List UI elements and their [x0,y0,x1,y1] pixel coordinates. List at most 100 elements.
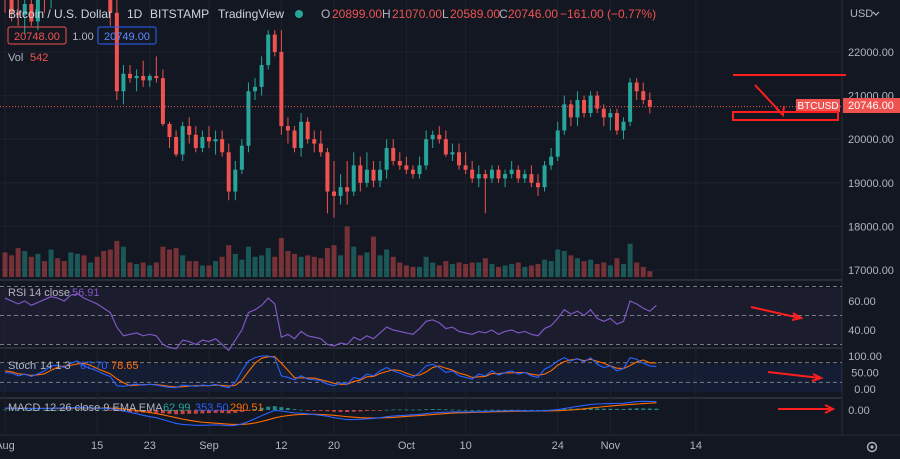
volume-bar [252,256,258,277]
volume-bar [101,251,107,277]
last-price-tag-value: 20746.00 [848,100,894,112]
interval-label[interactable]: 1D [127,7,143,21]
volume-bars [2,226,653,277]
candle-body [404,165,409,170]
volume-bar [357,255,363,277]
sell-price[interactable]: 20748.00 [14,31,60,43]
rsi-tick-label: 40.00 [848,325,876,337]
volume-bar [35,253,41,277]
spread-value: 1.00 [72,31,93,43]
stoch-label[interactable]: Stoch [8,360,36,372]
macd-label[interactable]: MACD [8,402,40,414]
time-axis-labels[interactable]: Aug 15 23 Sep 12 20 Oct 10 24 Nov 14 [0,440,702,452]
volume-bar [601,262,607,277]
buy-button[interactable] [97,26,157,45]
market-status-icon[interactable] [295,10,303,18]
ohlc-change: −161.00 (−0.77%) [560,7,656,21]
macd-histogram-bar [634,408,639,410]
time-tick-label: Nov [601,440,621,452]
volume-value: 542 [30,52,48,64]
candle-body [351,165,356,192]
macd-histogram-bar [259,407,264,410]
support-zone-box[interactable] [732,111,839,121]
macd-histogram-bar [647,408,652,410]
volume-bar [298,256,304,277]
macd-histogram-bar [147,410,152,413]
sell-button[interactable] [7,26,67,45]
volume-bar [449,264,455,277]
time-tick-label: Oct [398,440,415,452]
arrowhead-macd-icon [824,404,836,414]
candle-body [29,4,34,22]
buy-price[interactable]: 20749.00 [104,31,150,43]
macd-histogram-bar [312,410,317,411]
arrow-down-stoch[interactable] [767,371,821,379]
source-label: TradingView [218,7,284,21]
volume-bar [370,236,376,277]
candle-body [108,0,113,13]
volume-bar [68,252,74,277]
candle-body [35,0,40,22]
volume-bar [436,265,442,277]
macd-histogram-bar [88,409,93,411]
macd-histogram-bar [628,408,633,410]
volume-bar [384,249,390,277]
macd-histogram-bar [397,409,402,411]
volume-bar [28,256,34,277]
candle-body [516,169,521,179]
candle-body [167,123,172,138]
arrowhead-price-icon [775,105,785,118]
candlestick-series[interactable] [3,0,652,218]
macd-line-value: 353.50 [195,402,229,414]
volume-bar [167,249,172,277]
user-annotations[interactable] [732,74,846,414]
volume-bar [127,262,133,277]
candle-body [371,169,376,181]
volume-bar [88,262,94,277]
macd-histogram-bar [608,408,613,410]
macd-histogram-bar [496,409,501,411]
candle-body [575,99,580,118]
volume-bar [94,256,100,277]
volume-bar [305,255,311,277]
candle-body [489,169,494,179]
candle-body [312,139,317,144]
macd-histogram-bar [384,409,389,411]
volume-bar [147,265,153,277]
stoch-params: 14 1 3 [40,360,71,372]
currency-label[interactable]: USD [850,8,873,20]
candle-body [253,86,258,92]
volume-bar [272,256,278,277]
macd-histogram-bar [128,410,133,413]
volume-bar [502,265,508,277]
macd-histogram-bar [345,410,350,413]
arrowhead-stoch-icon [811,373,824,382]
macd-histogram-bar [476,409,481,411]
candle-body [266,34,271,66]
macd-histogram-bar [75,409,80,411]
volume-bar [22,251,28,277]
arrowhead-rsi-icon [791,312,804,321]
macd-tick-label: 0.00 [848,405,869,417]
macd-histogram-bar [332,410,336,412]
volume-bar [206,265,212,277]
candle-body [305,121,310,140]
candle-body [318,143,323,153]
candle-body [417,165,422,175]
volume-bar [140,262,146,277]
rsi-label[interactable]: RSI [8,287,26,299]
rsi-tick-label: 60.00 [848,296,876,308]
candle-body [22,4,27,15]
symbol-title[interactable]: Bitcoin / U.S. Dollar [8,7,112,21]
macd-histogram-bar [55,409,60,411]
macd-histogram-bar [588,408,593,410]
macd-line [4,400,657,427]
chevron-down-icon[interactable] [872,11,880,16]
candle-body [457,152,462,166]
candle-body [378,169,383,181]
volume-bar [41,261,47,277]
gear-icon[interactable] [866,441,878,453]
arrow-down-rsi[interactable] [750,306,801,319]
time-tick-label: 20 [328,440,340,452]
